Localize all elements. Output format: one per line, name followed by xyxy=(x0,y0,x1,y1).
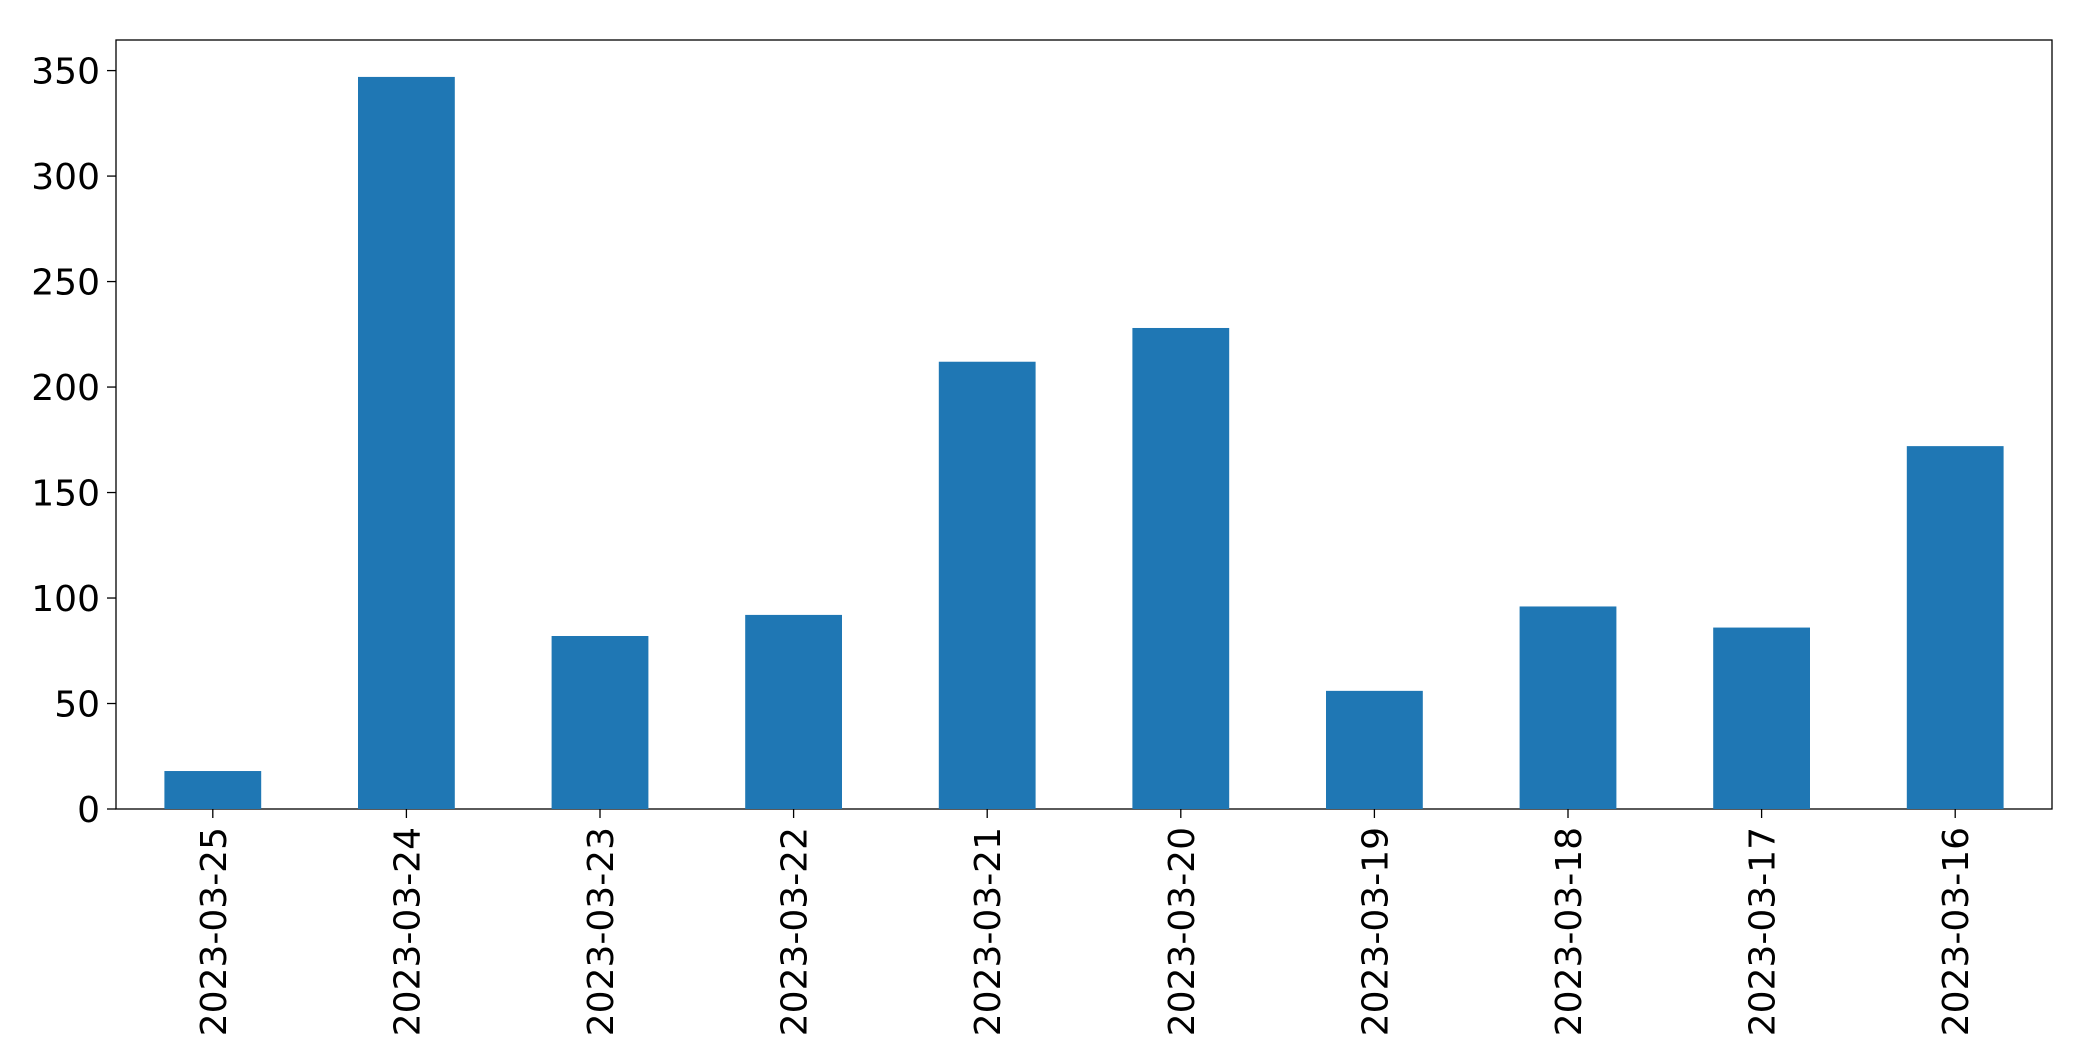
x-tick-label: 2023-03-20 xyxy=(1162,827,1203,1036)
bar xyxy=(938,361,1036,809)
x-tick-label: 2023-03-24 xyxy=(387,827,428,1036)
y-tick-label: 250 xyxy=(31,263,100,304)
x-tick-label: 2023-03-25 xyxy=(194,827,235,1036)
x-tick-label: 2023-03-23 xyxy=(581,827,622,1036)
y-tick-label: 50 xyxy=(54,685,100,726)
x-tick-label: 2023-03-21 xyxy=(968,827,1009,1036)
bar xyxy=(1713,627,1810,809)
axes-frame xyxy=(115,39,2053,810)
y-tick-label: 300 xyxy=(31,157,100,198)
x-tick-label: 2023-03-18 xyxy=(1549,827,1590,1036)
y-tick-label: 150 xyxy=(31,474,100,515)
y-tick-label: 200 xyxy=(31,368,100,409)
x-tick-label: 2023-03-22 xyxy=(775,827,816,1036)
y-tick-label: 0 xyxy=(77,790,100,831)
x-tick-label: 2023-03-19 xyxy=(1355,827,1396,1036)
bar xyxy=(1132,327,1230,809)
x-tick-label: 2023-03-17 xyxy=(1743,827,1784,1036)
bar xyxy=(1906,446,2004,809)
bar xyxy=(745,614,842,809)
bar xyxy=(358,76,455,810)
y-tick-label: 350 xyxy=(31,52,100,93)
y-tick-label: 100 xyxy=(31,579,100,620)
bar xyxy=(164,771,262,809)
bar xyxy=(1326,690,1423,809)
bar xyxy=(1519,606,1617,809)
x-tick-label: 2023-03-16 xyxy=(1936,827,1977,1036)
bar xyxy=(551,636,649,809)
